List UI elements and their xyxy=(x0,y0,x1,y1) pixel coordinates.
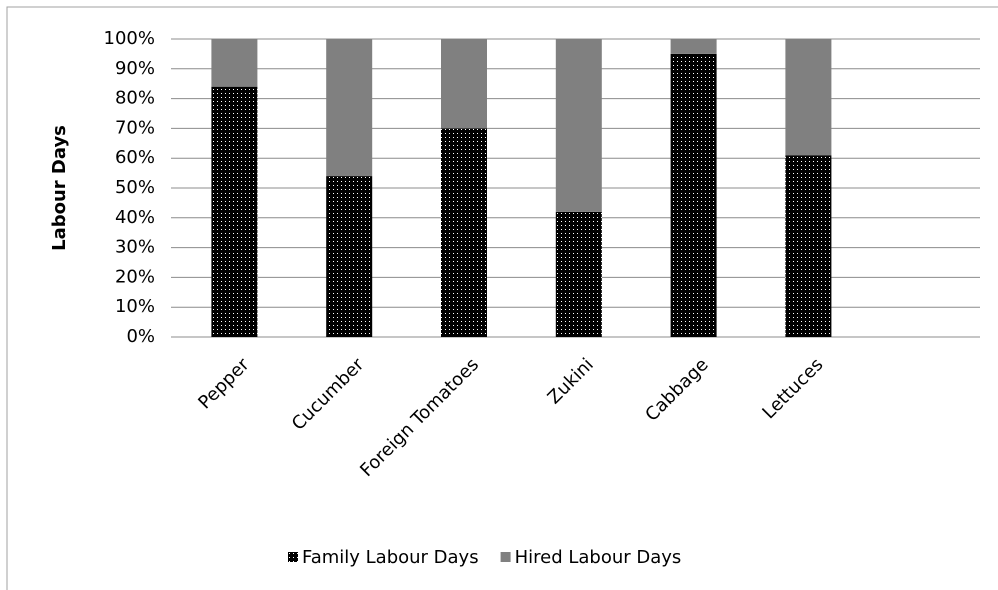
x-tick-label: Pepper xyxy=(194,354,254,414)
bar-segment xyxy=(326,39,373,177)
y-axis-label: Labour Days xyxy=(49,125,70,251)
x-tick-label: Cucumber xyxy=(288,354,369,435)
bar-segment xyxy=(211,39,258,87)
bar-segment xyxy=(211,86,258,338)
x-tick-label: Zukini xyxy=(544,354,598,408)
legend-swatch xyxy=(288,552,298,562)
legend-label: Family Labour Days xyxy=(302,547,479,568)
bar-segment xyxy=(785,39,832,156)
y-tick-label: 20% xyxy=(115,266,155,287)
y-tick-label: 80% xyxy=(115,88,155,109)
y-tick-label: 70% xyxy=(115,117,155,138)
y-tick-label: 90% xyxy=(115,58,155,79)
x-tick-label: Cabbage xyxy=(641,354,712,425)
bar-segment xyxy=(326,176,373,337)
y-tick-label: 50% xyxy=(115,177,155,198)
bar-segment xyxy=(785,155,832,337)
chart-frame xyxy=(6,6,998,590)
bar-segment xyxy=(555,39,602,212)
y-tick-label: 40% xyxy=(115,207,155,228)
bar-segment xyxy=(441,39,487,129)
y-tick-label: 10% xyxy=(115,296,155,317)
y-tick-label: 30% xyxy=(115,237,155,258)
legend-swatch xyxy=(500,552,511,562)
y-tick-label: 60% xyxy=(115,147,155,168)
y-tick-label: 100% xyxy=(104,28,155,49)
bar-segment xyxy=(670,53,717,338)
x-tick-label: Foreign Tomatoes xyxy=(356,354,483,481)
bar-segment xyxy=(555,211,602,337)
legend-label: Hired Labour Days xyxy=(515,547,682,568)
bar-segment xyxy=(441,128,487,337)
y-tick-label: 0% xyxy=(126,326,155,347)
x-tick-label: Lettuces xyxy=(758,354,827,423)
bar-segment xyxy=(670,39,717,54)
